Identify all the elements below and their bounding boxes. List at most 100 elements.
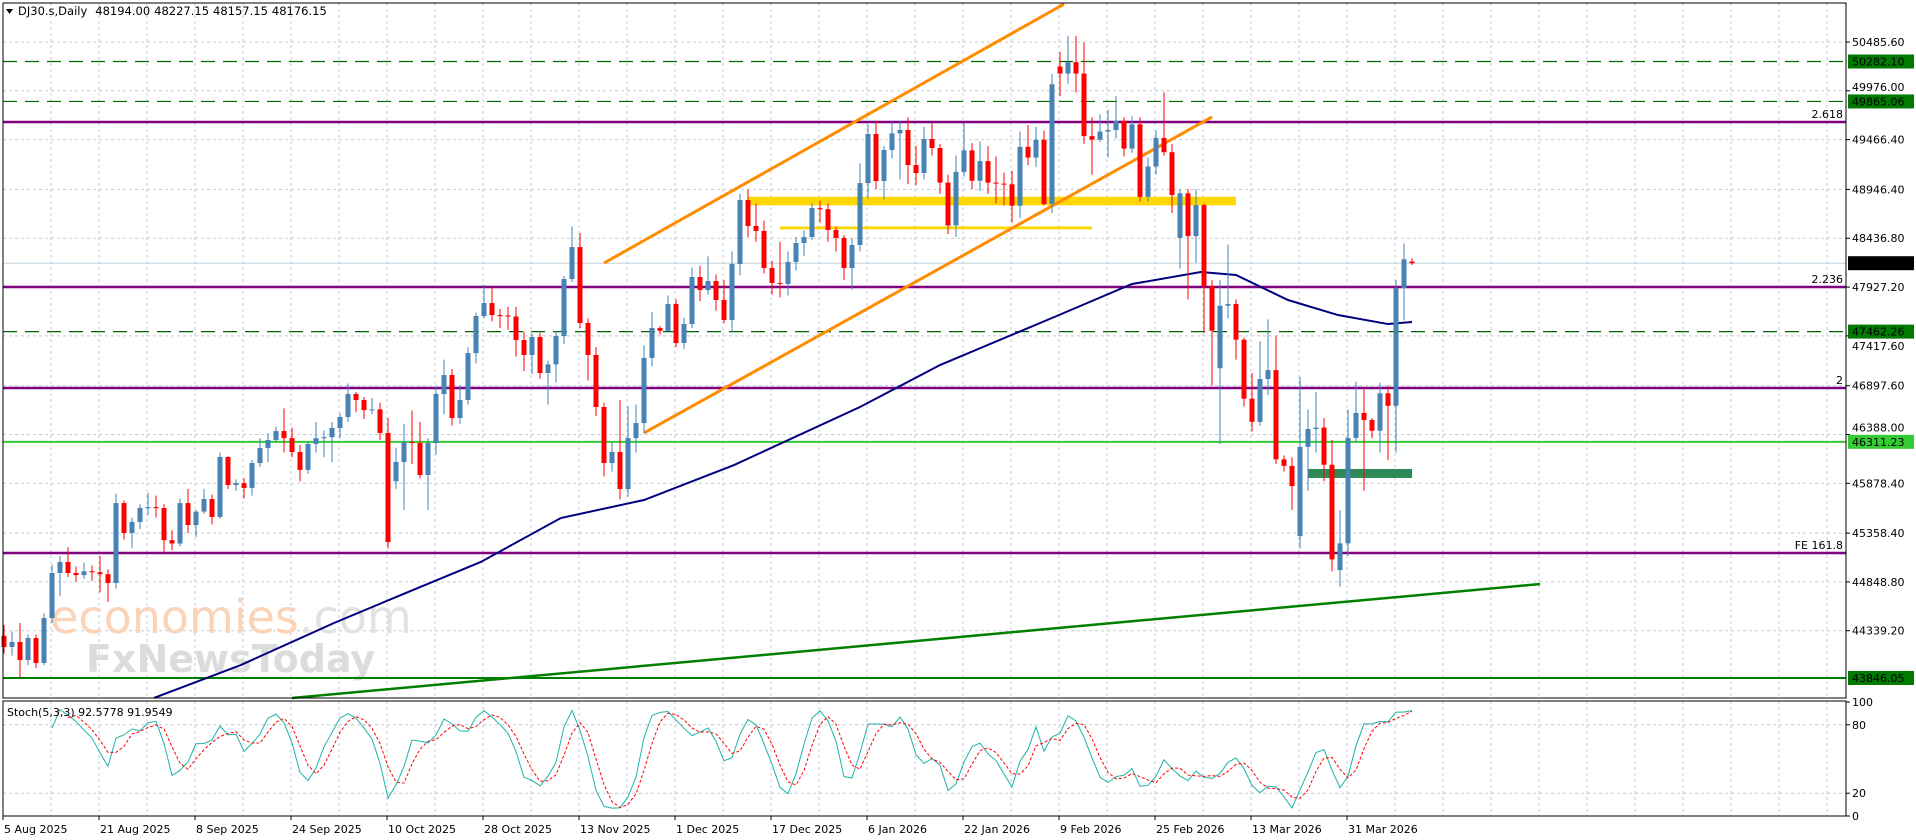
bear-candle <box>945 182 951 226</box>
bull-candle <box>25 638 31 660</box>
stoch-level-label: 80 <box>1852 719 1866 732</box>
bull-candle <box>1265 370 1271 380</box>
bull-candle <box>9 641 15 647</box>
bull-candle <box>217 457 223 517</box>
bull-candle <box>129 521 135 533</box>
bear-candle <box>1233 304 1239 340</box>
chart-header: DJ30.s,Daily 48194.00 48227.15 48157.15 4817… <box>6 4 327 18</box>
bear-candle <box>673 304 679 344</box>
bull-candle <box>337 416 343 428</box>
bull-candle <box>705 281 711 291</box>
date-tick-label: 9 Feb 2026 <box>1060 823 1121 836</box>
bull-candle <box>465 353 471 401</box>
date-tick-label: 21 Aug 2025 <box>100 823 170 836</box>
bear-candle <box>937 147 943 183</box>
price-level-badge <box>1848 324 1914 339</box>
bull-candle <box>889 133 895 151</box>
bear-candle <box>1273 370 1279 460</box>
bull-candle <box>569 247 575 280</box>
price-level-badge <box>1848 670 1914 685</box>
bull-candle <box>801 236 807 244</box>
price-tick-label: 47927.20 <box>1852 281 1905 294</box>
bull-candle <box>793 243 799 262</box>
date-tick-label: 1 Dec 2025 <box>676 823 739 836</box>
bull-candle <box>1393 287 1399 406</box>
main-chart-frame <box>2 2 1847 699</box>
bull-candle <box>57 561 63 573</box>
bull-candle <box>689 277 695 325</box>
bull-candle <box>1313 427 1319 430</box>
watermark-logo: economies.com FxNewsToday <box>50 590 412 681</box>
stoch-signal-line <box>67 710 1413 809</box>
bull-candle <box>113 503 119 583</box>
drawings <box>291 2 1541 700</box>
date-tick-label: 13 Mar 2026 <box>1252 823 1322 836</box>
bull-candle <box>737 200 743 264</box>
bull-candle <box>145 507 151 509</box>
price-tick-label: 49976.00 <box>1852 81 1905 94</box>
bull-candle <box>961 150 967 172</box>
bull-candle <box>441 375 447 394</box>
bull-candle <box>481 303 487 317</box>
bear-candle <box>1241 339 1247 399</box>
bull-candle <box>561 279 567 337</box>
bull-candle <box>1065 62 1071 74</box>
bull-candle <box>1153 137 1159 167</box>
ohlc-close: 48176.15 <box>272 4 327 18</box>
price-tick-label: 48946.40 <box>1852 183 1905 196</box>
date-tick-label: 13 Nov 2025 <box>580 823 650 836</box>
bear-candle <box>745 200 751 226</box>
bull-candle <box>881 150 887 182</box>
bear-candle <box>1137 124 1143 197</box>
bull-candle <box>177 503 183 544</box>
bear-candle <box>905 129 911 166</box>
bull-candle <box>633 422 639 439</box>
bear-candle <box>1081 73 1087 137</box>
bear-candle <box>873 134 879 182</box>
bull-candle <box>1377 393 1383 431</box>
green-box-zone <box>1308 468 1412 478</box>
bear-candle <box>289 438 295 453</box>
bear-candle <box>153 507 159 509</box>
price-tick-label: 46897.60 <box>1852 380 1905 393</box>
bear-candle <box>985 161 991 183</box>
date-tick-label: 10 Oct 2025 <box>388 823 456 836</box>
bull-candle <box>49 572 55 619</box>
bear-candle <box>1289 465 1295 487</box>
symbol-timeframe: DJ30.s,Daily <box>18 4 87 18</box>
ohlc-high: 48227.15 <box>154 4 209 18</box>
fib-level-label: 2.618 <box>1812 108 1844 121</box>
bear-candle <box>97 572 103 575</box>
bear-candle <box>353 393 359 401</box>
price-tick-label: 46388.00 <box>1852 421 1905 434</box>
date-tick-label: 6 Jan 2026 <box>868 823 927 836</box>
date-tick-label: 25 Feb 2026 <box>1156 823 1224 836</box>
bull-candle <box>457 400 463 419</box>
bear-candle <box>929 138 935 148</box>
bull-candle <box>1297 446 1303 537</box>
bear-candle <box>585 322 591 355</box>
bear-candle <box>361 400 367 411</box>
bull-candle <box>321 437 327 439</box>
bull-candle <box>1033 139 1039 158</box>
bull-candle <box>369 409 375 411</box>
collapse-triangle-icon[interactable] <box>6 9 13 14</box>
bear-candle <box>1321 427 1327 465</box>
bear-candle <box>1121 120 1127 149</box>
bear-candle <box>537 336 543 373</box>
price-tick-label: 44339.20 <box>1852 625 1905 638</box>
price-level-badge-label: 47462.26 <box>1852 326 1905 339</box>
bear-candle <box>1161 137 1167 153</box>
bull-candle <box>329 427 335 438</box>
bull-candle <box>729 263 735 321</box>
bear-candle <box>1025 146 1031 158</box>
bear-candle <box>841 237 847 269</box>
date-tick-label: 5 Aug 2025 <box>4 823 67 836</box>
bull-candle <box>425 442 431 476</box>
bull-candle <box>1105 129 1111 132</box>
stoch-main-line <box>51 708 1413 810</box>
bear-candle <box>169 540 175 544</box>
bear-candle <box>521 340 527 355</box>
